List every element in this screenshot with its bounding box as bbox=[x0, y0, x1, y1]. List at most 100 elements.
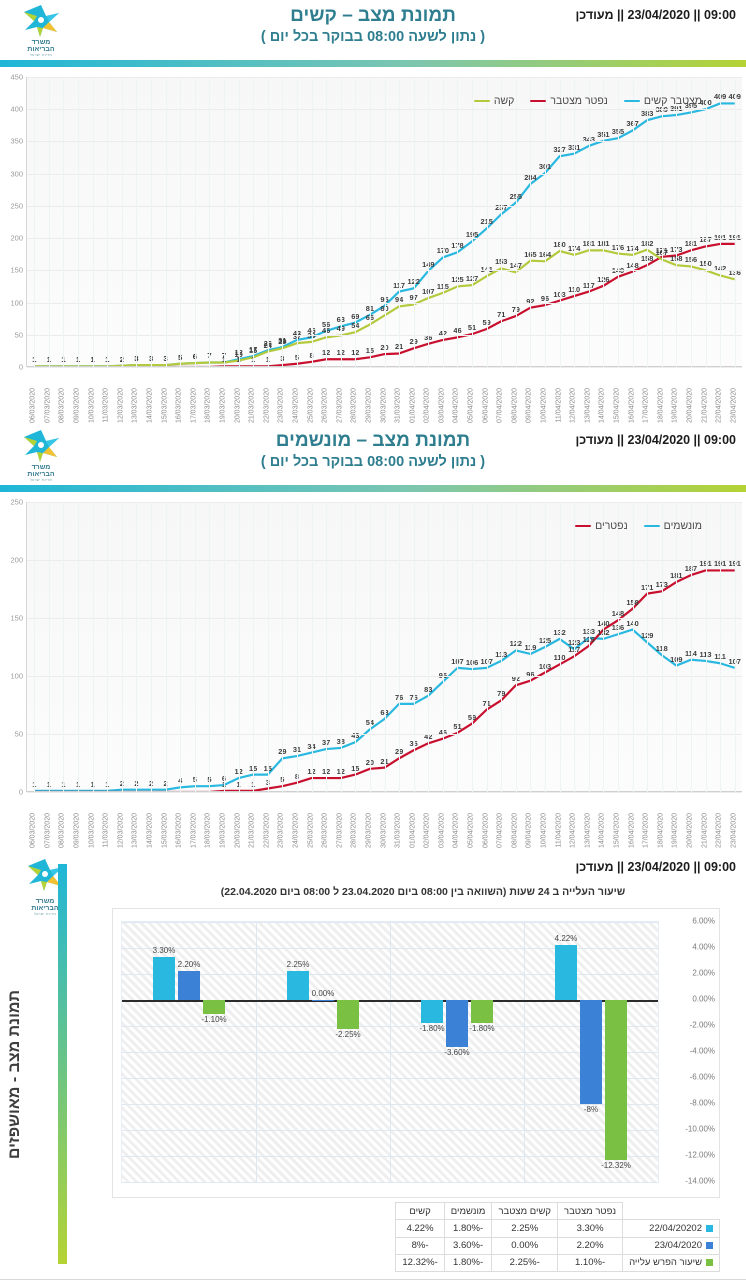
legend-item[interactable]: נפטרים bbox=[575, 520, 628, 532]
bar-value-label: -1.80% bbox=[469, 1024, 495, 1034]
bar[interactable] bbox=[421, 1000, 443, 1024]
legend-item[interactable]: קשה bbox=[473, 95, 515, 107]
bar[interactable] bbox=[580, 1000, 602, 1104]
bar[interactable] bbox=[287, 970, 309, 1000]
bar-y-tick: -4.00% bbox=[689, 1046, 715, 1056]
vertical-gridline bbox=[136, 77, 138, 367]
bar-y-tick: 0.00% bbox=[692, 994, 715, 1004]
ministry-of-health-logo: משרד הבריאות מדינת ישראל bbox=[10, 4, 72, 57]
bar[interactable] bbox=[555, 945, 577, 1000]
x-tick: 07/03/2020 bbox=[44, 812, 52, 848]
x-tick: 18/04/2020 bbox=[657, 387, 665, 423]
vertical-gridline bbox=[705, 502, 707, 792]
panel-critical-cases: 09:00 || 23/04/2020 || מעודכן תמונת מצב … bbox=[0, 0, 746, 425]
legend-item[interactable]: נפטר מצטבר bbox=[530, 95, 608, 107]
logo-star-icon bbox=[28, 859, 63, 891]
vertical-gridline bbox=[588, 77, 590, 367]
legend-label: נפטר מצטבר bbox=[550, 95, 608, 107]
bar[interactable] bbox=[337, 1000, 359, 1030]
bar-value-label: 0.00% bbox=[311, 989, 335, 998]
vertical-gridline bbox=[296, 77, 298, 367]
vertical-gridline bbox=[661, 77, 663, 367]
x-tick: 08/04/2020 bbox=[511, 812, 519, 848]
legend-label: מונשמים bbox=[663, 520, 702, 532]
vertical-gridline bbox=[734, 502, 736, 792]
x-axis-labels-chart1: 06/03/2020 07/03/2020 08/03/2020 09/03/2020… bbox=[26, 369, 742, 425]
x-tick: 12/04/2020 bbox=[569, 812, 577, 848]
x-tick: 09/03/2020 bbox=[73, 387, 81, 423]
x-tick: 21/03/2020 bbox=[248, 387, 256, 423]
x-tick: 15/04/2020 bbox=[613, 812, 621, 848]
panel-daily-change: 09:00 || 23/04/2020 || מעודכן משרד הבריא… bbox=[0, 850, 746, 1280]
x-tick: 14/03/2020 bbox=[146, 812, 154, 848]
bar[interactable] bbox=[471, 1000, 493, 1024]
vertical-gridline bbox=[369, 502, 371, 792]
vertical-gridline bbox=[647, 502, 649, 792]
x-tick: 29/03/2020 bbox=[365, 387, 373, 423]
x-tick: 29/03/2020 bbox=[365, 812, 373, 848]
legend-item[interactable]: מצטבר קשים bbox=[623, 95, 702, 107]
bar[interactable] bbox=[203, 1000, 225, 1015]
vertical-gridline bbox=[48, 77, 50, 367]
vertical-gridline bbox=[705, 77, 707, 367]
vertical-gridline bbox=[690, 502, 692, 792]
x-tick: 07/04/2020 bbox=[496, 387, 504, 423]
bar[interactable] bbox=[178, 971, 200, 1000]
x-tick: 12/03/2020 bbox=[117, 387, 125, 423]
table-cell: 2.25% bbox=[491, 1219, 559, 1238]
x-tick: 16/04/2020 bbox=[628, 387, 636, 423]
vertical-gridline bbox=[107, 502, 109, 792]
table-column-header: מונשמים bbox=[443, 1201, 493, 1221]
table-cell: -1.80% bbox=[443, 1253, 493, 1273]
bar-value-label: -8% bbox=[583, 1105, 599, 1114]
legend-item[interactable]: מונשמים bbox=[643, 520, 702, 532]
logo-line-1: משרד bbox=[31, 464, 51, 471]
logo-line-1: משרד bbox=[31, 39, 51, 46]
bar-y-tick: -6.00% bbox=[689, 1072, 715, 1082]
x-tick: 16/04/2020 bbox=[628, 812, 636, 848]
vertical-gridline bbox=[399, 502, 401, 792]
bar-y-tick: -8.00% bbox=[689, 1098, 715, 1108]
x-tick: 21/04/2020 bbox=[701, 387, 709, 423]
legend-label: מצטבר קשים bbox=[643, 95, 702, 107]
bar[interactable] bbox=[312, 1000, 334, 1001]
x-tick: 12/03/2020 bbox=[117, 812, 125, 848]
bar-y-tick: 2.00% bbox=[692, 968, 715, 978]
bar[interactable] bbox=[446, 1000, 468, 1047]
vertical-gridline bbox=[194, 502, 196, 792]
x-tick: 20/04/2020 bbox=[686, 812, 694, 848]
y-tick: 200 bbox=[10, 555, 23, 565]
vertical-gridline bbox=[472, 502, 474, 792]
x-tick: 13/04/2020 bbox=[584, 387, 592, 423]
x-tick: 11/04/2020 bbox=[555, 388, 563, 423]
x-tick: 08/04/2020 bbox=[511, 387, 519, 423]
vertical-gridline bbox=[472, 77, 474, 367]
vertical-gridline bbox=[253, 77, 255, 367]
vertical-gridline bbox=[355, 77, 357, 367]
legend-label: קשה bbox=[493, 95, 515, 107]
vertical-gridline bbox=[34, 77, 36, 367]
bar[interactable] bbox=[605, 1000, 627, 1161]
y-tick: 50 bbox=[14, 330, 23, 340]
x-tick: 06/03/2020 bbox=[29, 387, 37, 423]
x-tick: 11/04/2020 bbox=[555, 813, 563, 848]
panel-2-gradient-rule bbox=[0, 485, 746, 492]
x-tick: 30/03/2020 bbox=[380, 387, 387, 423]
x-tick: 12/04/2020 bbox=[569, 387, 577, 423]
update-stamp: 09:00 || 23/04/2020 || מעודכן bbox=[575, 8, 736, 22]
x-tick: 21/04/2020 bbox=[701, 812, 709, 848]
x-axis-labels-chart2: 06/03/2020 07/03/2020 08/03/2020 09/03/2020… bbox=[26, 794, 742, 850]
page-title: תמונת מצב – קשים bbox=[290, 5, 456, 26]
x-tick: 18/04/2020 bbox=[657, 812, 665, 848]
x-tick: 01/04/2020 bbox=[409, 387, 417, 423]
vertical-gridline bbox=[180, 502, 182, 792]
bar[interactable] bbox=[153, 957, 175, 1000]
table-column-header: קשים מצטבר bbox=[491, 1201, 559, 1221]
x-tick: 27/03/2020 bbox=[336, 812, 344, 848]
x-tick: 09/04/2020 bbox=[525, 387, 533, 423]
vertical-gridline bbox=[151, 502, 153, 792]
y-axis-labels-chart1: 0 50 100 150 200 250 300 350 400 450 bbox=[0, 73, 26, 372]
x-tick: 20/04/2020 bbox=[686, 387, 694, 423]
bar-y-tick: 6.00% bbox=[692, 916, 715, 926]
vertical-gridline bbox=[632, 77, 634, 367]
